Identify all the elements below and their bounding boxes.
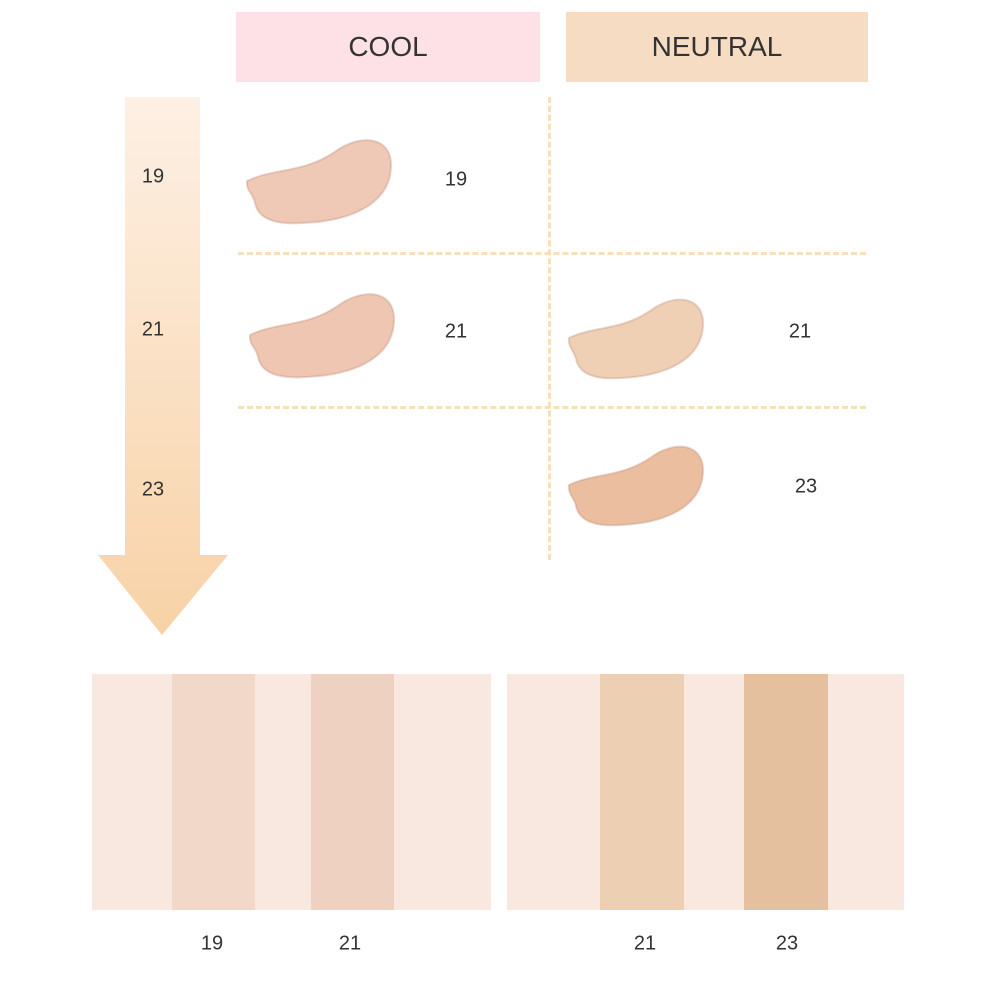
swatch-label-cool-21: 21 (444, 320, 468, 343)
strip-neutral-23 (744, 674, 828, 910)
strip-label-cool-19: 19 (200, 932, 224, 955)
scale-label-23: 23 (141, 478, 165, 501)
neutral-header: NEUTRAL (566, 12, 868, 82)
scale-label-19: 19 (141, 165, 165, 188)
strip-label-neutral-23: 23 (775, 932, 799, 955)
shade-depth-arrow-icon (98, 97, 228, 635)
neutral-strip-panel (507, 674, 904, 910)
strip-cool-21 (311, 674, 394, 910)
strip-label-neutral-21: 21 (633, 932, 657, 955)
swatch-smear-cool-19 (245, 139, 393, 225)
swatch-smear-cool-21 (248, 293, 396, 379)
swatch-label-cool-19: 19 (444, 168, 468, 191)
swatch-label-neutral-23: 23 (794, 475, 818, 498)
scale-label-21: 21 (141, 318, 165, 341)
swatch-label-neutral-21: 21 (788, 320, 812, 343)
strip-neutral-21 (600, 674, 684, 910)
cool-header: COOL (236, 12, 540, 82)
cool-header-label: COOL (348, 31, 428, 62)
swatch-smear-neutral-23 (567, 445, 705, 527)
row-divider (238, 252, 866, 255)
row-divider (238, 406, 866, 409)
strip-label-cool-21: 21 (338, 932, 362, 955)
neutral-header-label: NEUTRAL (651, 31, 783, 62)
strip-cool-19 (172, 674, 255, 910)
cool-strip-panel (92, 674, 491, 910)
swatch-smear-neutral-21 (567, 298, 705, 380)
column-divider (548, 97, 551, 560)
